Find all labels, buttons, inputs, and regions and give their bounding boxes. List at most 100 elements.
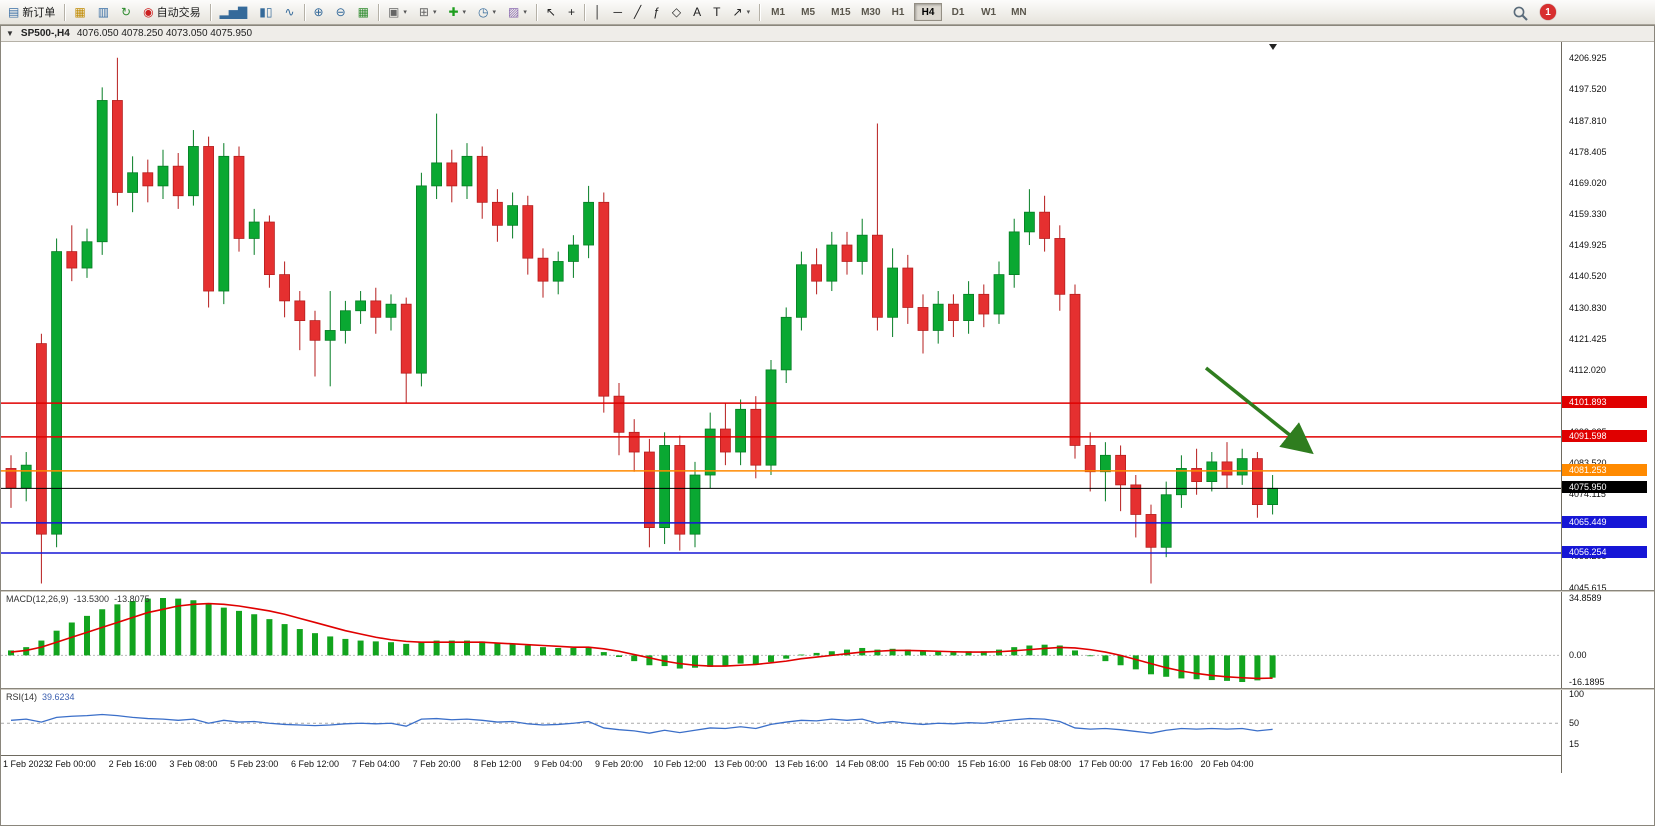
time-label: 10 Feb 12:00 bbox=[653, 759, 707, 769]
price-tag-4091.598: 4091.598 bbox=[1562, 429, 1647, 442]
price-axis[interactable]: 4206.925 4197.520 4187.810 4178.405 4169.020… bbox=[1561, 42, 1654, 773]
shapes-button[interactable]: ◇ bbox=[667, 2, 686, 22]
price-tick: 4149.925 bbox=[1569, 240, 1607, 251]
timeframe-d1-button[interactable]: D1 bbox=[944, 3, 972, 21]
candle-body bbox=[644, 451, 655, 528]
candle-body bbox=[461, 155, 473, 187]
panel-splitter[interactable] bbox=[1, 590, 1654, 592]
candle-body bbox=[887, 267, 898, 318]
template-icon: ▨ bbox=[508, 5, 520, 19]
crosshair-button[interactable]: + bbox=[563, 2, 580, 22]
text-button[interactable]: A bbox=[688, 2, 706, 22]
periods-button[interactable]: ◷ ▾ bbox=[473, 2, 501, 22]
price-tag-4101.893: 4101.893 bbox=[1562, 396, 1647, 409]
candle-body bbox=[522, 205, 534, 259]
rsi-panel[interactable]: RSI(14) 39.6234 bbox=[1, 690, 1561, 755]
autotrading-button[interactable]: ◉ 自动交易 bbox=[138, 2, 205, 22]
toolbar-button-row: ▤ 新订单 ▦ ▥ ↻ ◉ 自动交易 ▂▅▇ ▮▯ ∿ ⊕ ⊖ ▦ ▣ ▾ ⊞ ▾ ✚ ▾ ◷ ▾ ▨ ▾ ↖ + │ ─ ╱ ƒ ◇ A T… bbox=[2, 0, 763, 24]
panel-splitter[interactable] bbox=[1, 688, 1654, 690]
price-tag-4056.254: 4056.254 bbox=[1562, 546, 1647, 559]
timeframe-m5-button[interactable]: M5 bbox=[794, 3, 822, 21]
candle-body bbox=[1115, 454, 1126, 486]
horizontal-line-button[interactable]: ─ bbox=[608, 2, 627, 22]
candle-body bbox=[704, 428, 716, 476]
macd-name: MACD(12,26,9) bbox=[6, 594, 69, 604]
candle-body bbox=[446, 162, 458, 187]
arrange-windows-icon: ⊞ bbox=[418, 5, 429, 19]
bar-chart-button[interactable]: ▂▅▇ bbox=[215, 2, 253, 22]
toolbar: ▤ 新订单 ▦ ▥ ↻ ◉ 自动交易 ▂▅▇ ▮▯ ∿ ⊕ ⊖ ▦ ▣ ▾ ⊞ ▾ ✚ ▾ ◷ ▾ ▨ ▾ ↖ + │ ─ ╱ ƒ ◇ A T… bbox=[0, 0, 1655, 25]
price-tick: 4178.405 bbox=[1569, 146, 1607, 157]
candle-body bbox=[902, 267, 914, 308]
zoom-out-button[interactable]: ⊖ bbox=[331, 2, 351, 22]
fibonacci-button[interactable]: ƒ bbox=[648, 2, 665, 22]
arrow-annotation[interactable] bbox=[1204, 366, 1314, 455]
arrow-tool-icon: ↗ bbox=[732, 5, 743, 19]
line-chart-button[interactable]: ∿ bbox=[279, 2, 299, 22]
main-chart-panel[interactable] bbox=[1, 42, 1561, 590]
tile-windows-button[interactable]: ▦ bbox=[353, 2, 374, 22]
chart-expand-icon[interactable]: ▼ bbox=[6, 29, 14, 38]
search-button[interactable] bbox=[1512, 4, 1530, 22]
candle-body bbox=[993, 274, 1005, 315]
cascade-windows-button[interactable]: ▣ ▾ bbox=[383, 2, 412, 22]
timeframe-m30-button[interactable]: M30 bbox=[854, 3, 882, 21]
candle-body bbox=[1176, 468, 1187, 496]
candle-body bbox=[948, 303, 959, 322]
candle-body bbox=[659, 445, 670, 528]
timeframe-w1-button[interactable]: W1 bbox=[974, 3, 1002, 21]
candle-body bbox=[248, 221, 260, 239]
label-button[interactable]: T bbox=[708, 2, 725, 22]
new-chart-icon: ✚ bbox=[448, 5, 459, 19]
fibonacci-icon: ƒ bbox=[653, 5, 660, 19]
candle-body bbox=[613, 395, 625, 433]
cursor-icon: ↖ bbox=[545, 5, 556, 19]
candle-body bbox=[142, 172, 154, 187]
toolbar-divider bbox=[64, 3, 66, 21]
time-label: 20 Feb 04:00 bbox=[1200, 759, 1254, 769]
market-watch-icon: ▦ bbox=[74, 5, 86, 19]
timeframe-m15-button[interactable]: M15 bbox=[824, 3, 852, 21]
label-icon: T bbox=[713, 5, 721, 19]
chart-shift-marker[interactable] bbox=[1269, 44, 1277, 50]
candle-body bbox=[324, 330, 336, 341]
candle-body bbox=[233, 155, 245, 239]
arrange-windows-button[interactable]: ⊞ ▾ bbox=[414, 2, 442, 22]
candlestick-chart-button[interactable]: ▮▯ bbox=[254, 2, 277, 22]
new-chart-button[interactable]: ✚ ▾ bbox=[443, 2, 471, 22]
price-tick: 4083.520 bbox=[1569, 458, 1607, 468]
trendline-button[interactable]: ╱ bbox=[629, 2, 646, 22]
rsi-line bbox=[10, 713, 1273, 734]
time-axis[interactable]: 1 Feb 2023 2 Feb 00:00 2 Feb 16:00 3 Feb 08… bbox=[1, 755, 1654, 774]
refresh-button[interactable]: ↻ bbox=[116, 2, 136, 22]
search-icon bbox=[1513, 6, 1528, 21]
chart-window: ▼ SP500-,H4 4076.050 4078.250 4073.050 4… bbox=[0, 25, 1655, 826]
tile-windows-icon: ▦ bbox=[357, 5, 370, 19]
arrows-button[interactable]: ↗ ▾ bbox=[728, 2, 756, 22]
market-watch-button[interactable]: ▦ bbox=[69, 2, 90, 22]
rsi-name: RSI(14) bbox=[6, 692, 38, 702]
time-label: 2 Feb 16:00 bbox=[108, 759, 157, 769]
candle-body bbox=[1252, 458, 1263, 505]
timeframe-m1-button[interactable]: M1 bbox=[764, 3, 792, 21]
timeframe-h1-button[interactable]: H1 bbox=[884, 3, 912, 21]
new-order-button[interactable]: ▤ 新订单 bbox=[3, 2, 60, 22]
candle-body bbox=[796, 264, 807, 318]
candle-body bbox=[20, 464, 32, 489]
macd-panel[interactable]: MACD(12,26,9) -13.5300 -13.8075 bbox=[1, 592, 1561, 688]
candle-body bbox=[51, 251, 62, 535]
candle-body bbox=[1100, 454, 1111, 473]
timeframe-h4-button[interactable]: H4 bbox=[914, 3, 943, 21]
timeframe-mn-button[interactable]: MN bbox=[1004, 3, 1032, 21]
candle-body bbox=[491, 201, 503, 226]
templates-button[interactable]: ▨ ▾ bbox=[503, 2, 532, 22]
candle-body bbox=[628, 431, 640, 453]
new-order-button-label: 新订单 bbox=[22, 7, 56, 19]
notification-badge[interactable]: 1 bbox=[1540, 4, 1556, 20]
zoom-in-button[interactable]: ⊕ bbox=[309, 2, 329, 22]
candle-body bbox=[172, 165, 184, 197]
cursor-button[interactable]: ↖ bbox=[541, 2, 561, 22]
data-window-button[interactable]: ▥ bbox=[93, 2, 114, 22]
vertical-line-button[interactable]: │ bbox=[589, 2, 607, 22]
candle-body bbox=[279, 274, 291, 302]
